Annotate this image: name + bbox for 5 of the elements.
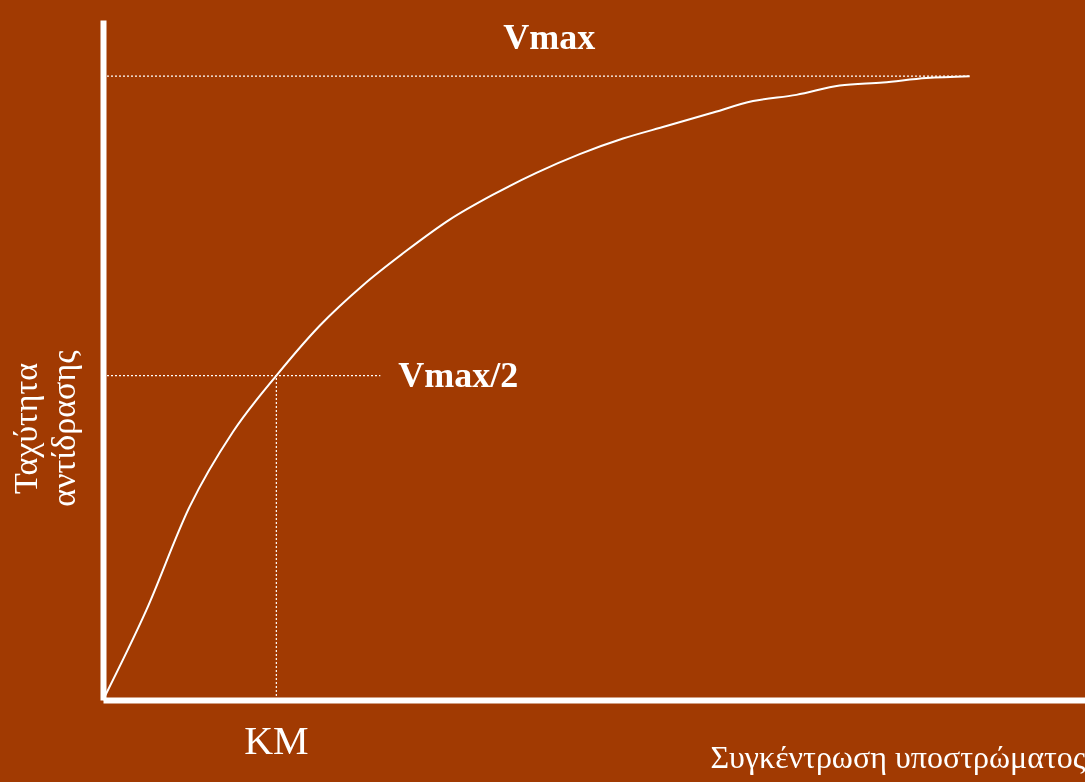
ref-line-label: Vmax (503, 17, 596, 58)
ref-line-label: Vmax/2 (398, 354, 519, 395)
y-axis-title: Ταχύτητα αντίδρασης (6, 349, 82, 507)
text: KM (244, 718, 309, 763)
x-axis-title: Συγκέντρωση υποστρώματος (710, 738, 1085, 775)
